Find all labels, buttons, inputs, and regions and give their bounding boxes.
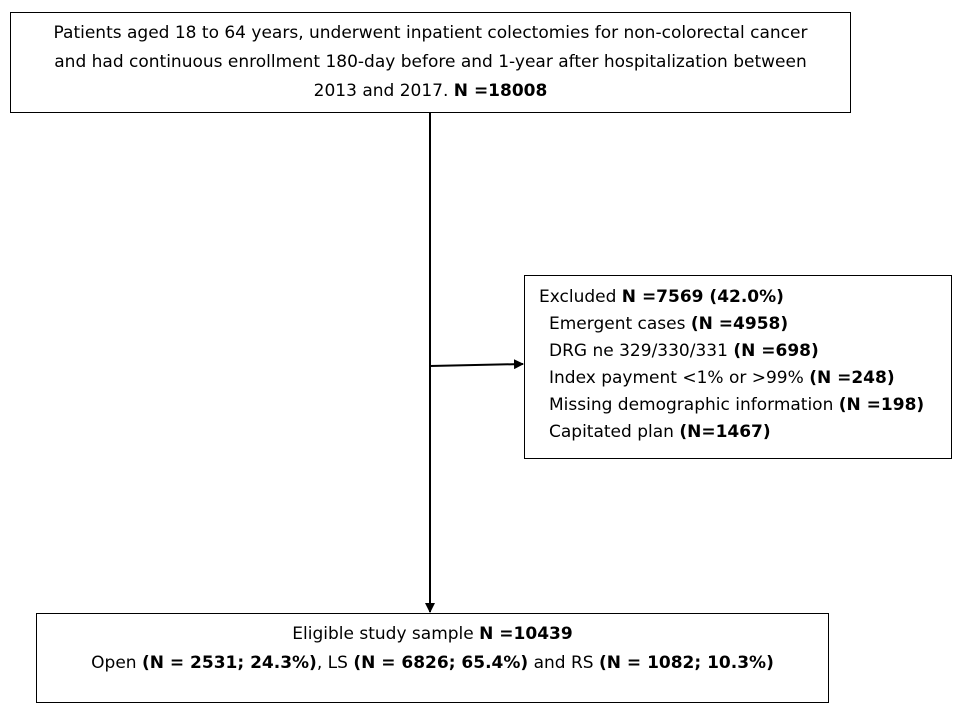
label-text: Capitated plan [549,422,680,442]
count-text: N =7569 (42.0%) [621,287,784,307]
text-line: Excluded N =7569 (42.0%) [539,284,951,311]
text-line: and had continuous enrollment 180-day be… [11,48,850,77]
label-text: and RS [528,653,599,673]
text-line: 2013 and 2017. N =18008 [11,77,850,106]
text-line: Eligible study sample N =10439 [37,620,828,649]
node-excluded: Excluded N =7569 (42.0%) Emergent cases (… [524,275,952,459]
count-text: (N =698) [733,341,819,361]
text-line: Emergent cases (N =4958) [539,311,951,338]
arrow-excluded [429,359,524,370]
text-line: Open (N = 2531; 24.3%), LS (N = 6826; 65… [37,649,828,678]
label-text: Eligible study sample [292,624,480,644]
text-line: DRG ne 329/330/331 (N =698) [539,338,951,365]
count-text: (N =248) [809,368,895,388]
label-text: , LS [316,653,354,673]
count-text: N =10439 [479,624,573,644]
count-text: (N = 6826; 65.4%) [353,653,529,673]
text-line: Missing demographic information (N =198) [539,392,951,419]
count-text: (N=1467) [679,422,771,442]
label-text: Excluded [539,287,622,307]
count-text: N =18008 [453,81,548,101]
count-text: (N = 1082; 10.3%) [598,653,774,673]
label-text: Index payment <1% or >99% [549,368,810,388]
text-line: Patients aged 18 to 64 years, underwent … [11,19,850,48]
text-line: Index payment <1% or >99% (N =248) [539,365,951,392]
label-text: 2013 and 2017. [313,81,454,101]
label-text: and had continuous enrollment 180-day be… [54,52,807,72]
count-text: (N =4958) [690,314,789,334]
count-text: (N =198) [838,395,925,415]
label-text: Emergent cases [549,314,691,334]
label-text: DRG ne 329/330/331 [549,341,734,361]
label-text: Missing demographic information [549,395,839,415]
label-text: Patients aged 18 to 64 years, underwent … [53,23,808,43]
count-text: (N = 2531; 24.3%) [141,653,317,673]
node-source: Patients aged 18 to 64 years, underwent … [10,12,851,113]
text-line: Capitated plan (N=1467) [539,419,951,446]
label-text: Open [91,653,142,673]
node-eligible: Eligible study sample N =10439 Open (N = … [36,613,829,703]
